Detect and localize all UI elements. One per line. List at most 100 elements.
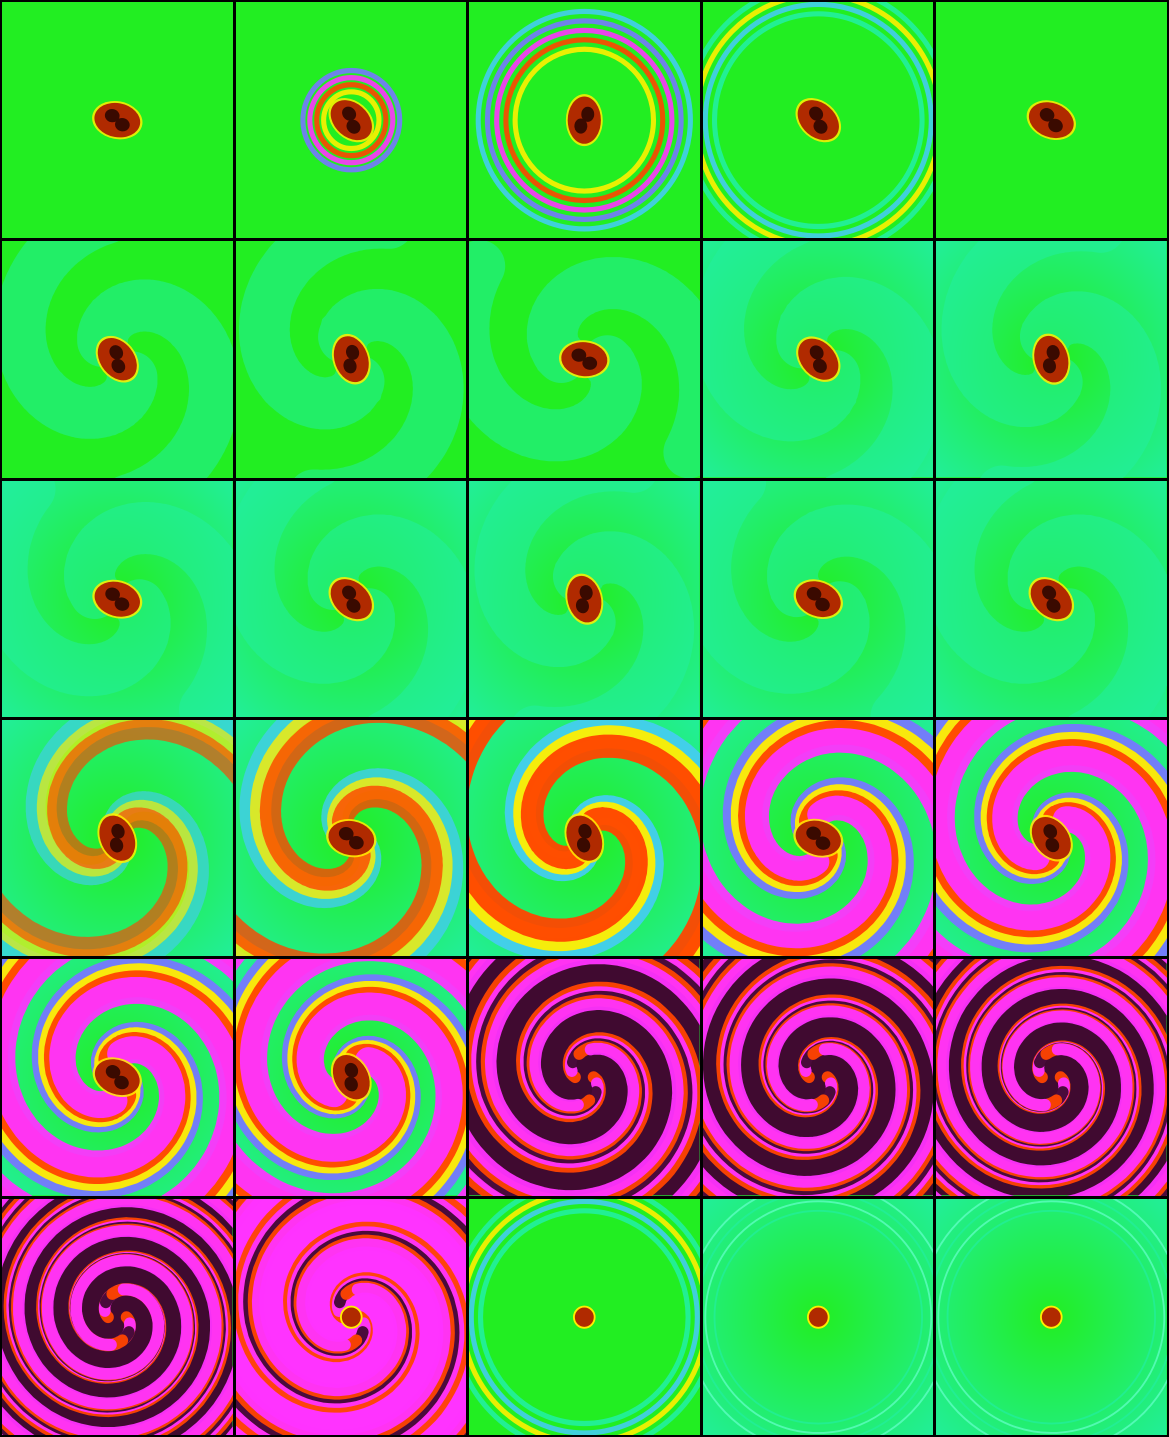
teal-swirl [238,241,408,430]
spiral-arm [702,959,934,1196]
wave-ring [494,27,675,213]
panel-image [469,959,700,1196]
remnant-core [339,1305,363,1329]
simulation-panel [702,1198,934,1435]
spiral-arm [936,959,1167,1196]
wave-ring [299,67,402,173]
spiral-arm [936,745,1167,957]
panel-image [936,2,1167,239]
simulation-panel [469,241,700,478]
spiral-arm [2,1198,233,1435]
simulation-panel [2,241,233,478]
remnant-core [806,1305,830,1329]
teal-swirl [513,530,695,717]
teal-swirl [527,257,700,478]
binary-core [1027,100,1077,141]
spiral-arm [2,977,233,1196]
simulation-panel [469,2,700,239]
wave-ring [320,89,382,152]
teal-swirl [2,241,158,440]
teal-swirl [981,291,1162,478]
simulation-panel [469,1198,700,1435]
panel-image [2,2,233,239]
binary-core [325,818,377,858]
simulation-panel [2,1198,233,1435]
binary-core [328,98,374,143]
wave-ring [512,46,657,194]
panel-image [469,2,700,239]
binary-core [1030,814,1074,862]
panel-image [2,959,233,1196]
wave-ring [704,1200,933,1434]
wave-ring [937,1200,1166,1434]
spiral-arm [235,785,443,957]
panel-image [235,959,467,1196]
panel-image [235,241,467,478]
wave-ring [475,8,694,232]
teal-swirl [469,241,642,462]
teal-swirl [64,501,233,717]
spiral-arm [47,719,233,869]
binary-core [92,579,143,619]
panel-image [702,719,934,957]
binary-core [793,818,844,858]
simulation-panel [702,2,934,239]
teal-swirl [702,480,870,694]
simulation-panel [702,959,934,1196]
panel-image [702,959,934,1196]
teal-swirl [936,480,1096,684]
spiral-arm [251,1198,467,1435]
spiral-arm [485,959,700,1196]
teal-swirl [77,279,233,478]
simulation-panel [702,480,934,717]
teal-swirl [1008,514,1167,717]
teal-swirl [294,289,464,478]
wave-ring [946,1209,1157,1425]
spiral-arm [259,719,467,891]
simulation-panel [936,1198,1167,1435]
wave-ring [485,18,684,223]
binary-core [564,813,605,864]
spiral-arm [2,959,233,1178]
teal-swirl [474,480,656,667]
panel-image [936,1198,1167,1435]
remnant-core [1040,1305,1063,1329]
spiral-arm [469,959,684,1196]
spiral-arm [936,719,1167,931]
binary-core [1032,333,1071,386]
binary-core [92,101,143,140]
teal-swirl [307,514,467,717]
spiral-arm [469,719,648,942]
simulation-panel [702,719,934,957]
simulation-panel [469,959,700,1196]
binary-core [97,813,138,864]
remnant-core [573,1305,596,1329]
simulation-panel [235,480,467,717]
spiral-arm [702,959,934,1196]
teal-swirl [941,241,1123,428]
binary-core [92,1057,142,1098]
teal-swirl [2,480,171,696]
wave-ring [469,1198,700,1435]
panel-image [469,719,700,957]
simulation-panel [936,2,1167,239]
binary-core [795,336,841,383]
binary-core [1028,576,1075,621]
teal-swirl [235,480,395,684]
simulation-panel [936,719,1167,957]
simulation-panel [235,2,467,239]
binary-core [795,98,841,143]
teal-swirl [776,277,934,478]
wave-ring [702,2,934,239]
spiral-arm [239,959,467,1196]
spiral-arm [2,807,188,957]
simulation-panel [2,959,233,1196]
simulation-panel [2,719,233,957]
simulation-panel [936,959,1167,1196]
simulation-panel [469,719,700,957]
binary-core [330,1053,372,1102]
simulation-panel [469,480,700,717]
simulation-panel [2,2,233,239]
panel-image [2,241,233,478]
